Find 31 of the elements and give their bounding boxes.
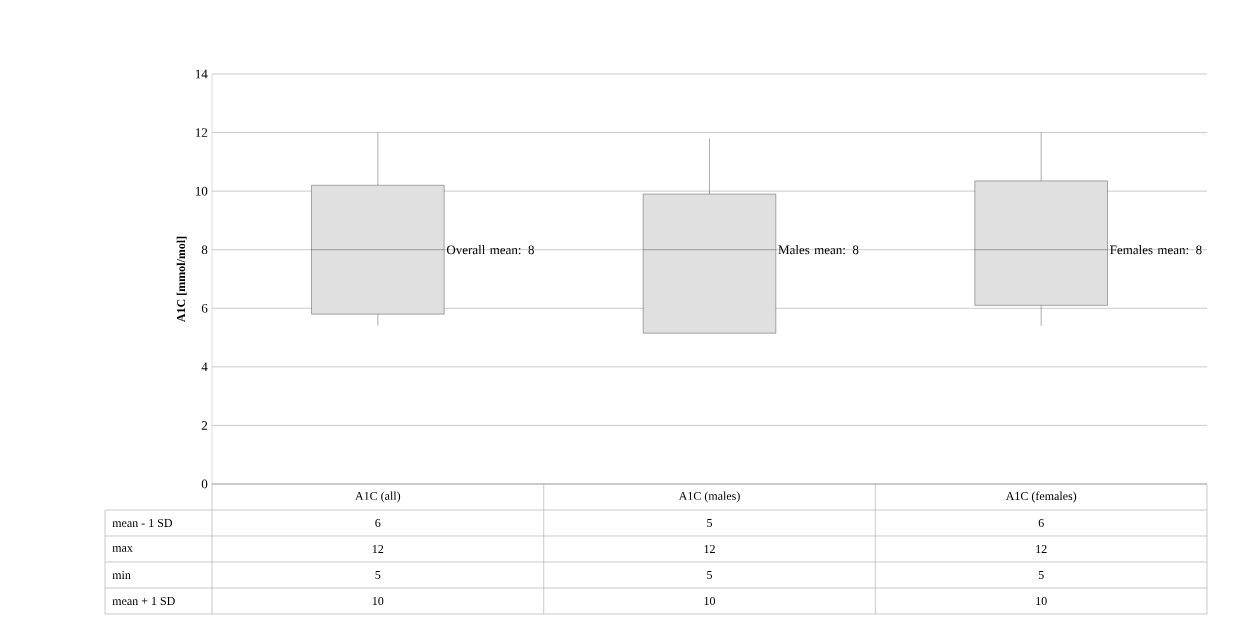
text: 5 (375, 571, 381, 579)
y-axis-title: A1C [mmol/mol] (176, 236, 187, 323)
annotation: Females mean: 8 (1110, 245, 1202, 255)
text: mean + 1 SD (112, 596, 175, 606)
text: 6 (375, 518, 381, 528)
text: max (112, 546, 133, 552)
x-tick-label: A1C (all) (355, 491, 401, 503)
y-tick-label: 10 (195, 186, 208, 196)
x-tick-label: A1C (males) (678, 491, 740, 503)
annotation: Overall mean: 8 (446, 245, 534, 255)
y-tick-label: 4 (201, 362, 208, 372)
text: 10 (372, 596, 384, 606)
y-tick-label: 12 (195, 128, 208, 137)
y-tick-label: 6 (201, 303, 208, 313)
annotation: Males mean: 8 (778, 245, 859, 255)
text: 6 (1038, 518, 1044, 528)
y-tick-label: 14 (195, 69, 208, 79)
x-tick-label: A1C (females) (1005, 491, 1077, 503)
y-tick-label: 8 (201, 245, 208, 255)
y-tick-label: 2 (201, 421, 208, 430)
text: 12 (372, 545, 384, 553)
text: min (112, 571, 131, 579)
text: 5 (1038, 571, 1044, 579)
text: 12 (704, 545, 715, 553)
text: 5 (707, 571, 713, 579)
y-tick-label: 0 (201, 479, 208, 489)
text: 12 (1036, 545, 1047, 553)
text: mean - 1 SD (112, 518, 173, 528)
text: 10 (704, 596, 716, 606)
text: 5 (707, 519, 713, 527)
text: 10 (1036, 596, 1047, 606)
